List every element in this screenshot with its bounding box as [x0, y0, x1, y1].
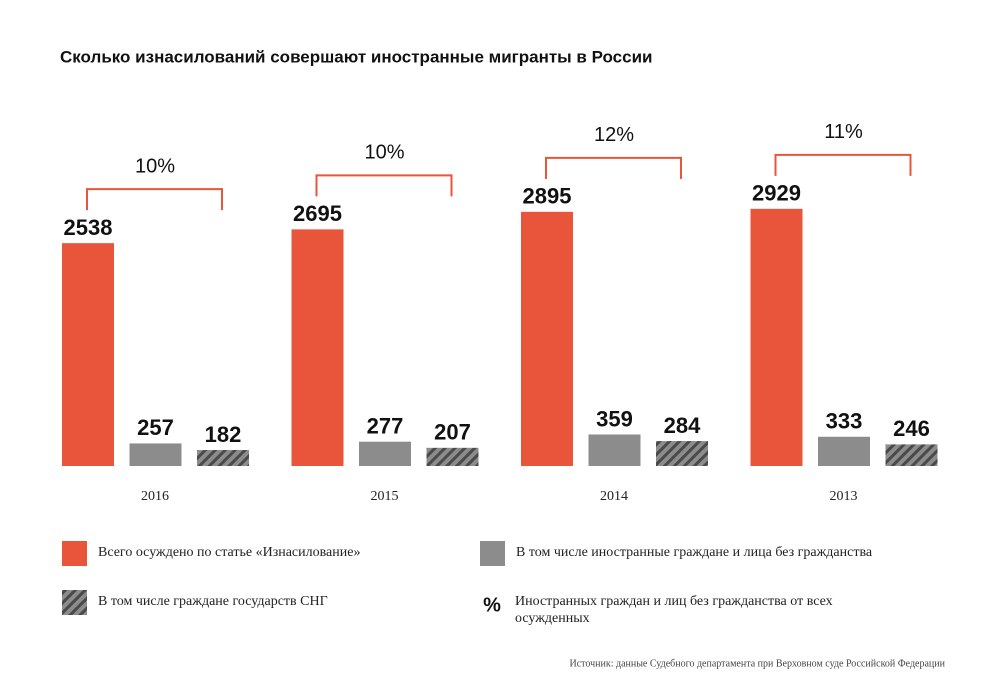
legend-swatch: [480, 541, 505, 566]
value-label: 2895: [523, 184, 572, 209]
share-label: 11%: [824, 121, 863, 143]
bar: [197, 450, 249, 466]
value-label: 2538: [64, 215, 113, 240]
source-note: Источник: данные Судебного департамента …: [569, 658, 945, 669]
x-tick-label: 2015: [371, 489, 399, 504]
legend-label: В том числе иностранные граждане и лица …: [516, 545, 873, 560]
legend-label: В том числе граждане государств СНГ: [98, 594, 328, 609]
bar: [750, 208, 803, 466]
share-bracket: [545, 156, 682, 179]
share-bracket: [774, 153, 912, 176]
bar: [359, 441, 411, 466]
bar: [818, 436, 870, 466]
bar: [521, 211, 573, 466]
value-label: 333: [826, 409, 863, 434]
bar: [885, 444, 938, 466]
legend-label: Иностранных граждан и лиц без гражданств…: [515, 594, 833, 626]
x-tick-label: 2014: [600, 489, 628, 504]
bar: [129, 443, 182, 466]
legend-swatch: [62, 541, 87, 566]
share-bracket: [315, 174, 453, 197]
share-label: 10%: [364, 142, 404, 164]
bar: [426, 447, 479, 466]
value-label: 2929: [752, 181, 801, 206]
bar: [62, 243, 114, 466]
value-label: 246: [893, 416, 930, 441]
value-label: 277: [367, 413, 404, 438]
share-label: 10%: [135, 155, 175, 177]
value-label: 257: [137, 415, 174, 440]
legend-symbol: %: [483, 594, 501, 616]
value-label: 284: [664, 413, 701, 438]
bar: [291, 229, 344, 466]
bar: [588, 434, 641, 466]
x-tick-label: 2016: [141, 489, 169, 504]
value-label: 2695: [293, 201, 342, 226]
chart-title: Сколько изнасилований совершают иностран…: [60, 47, 652, 66]
share-label: 12%: [594, 124, 634, 146]
value-label: 359: [596, 406, 633, 431]
legend-swatch: [62, 590, 87, 615]
share-bracket: [86, 188, 223, 211]
value-label: 182: [205, 422, 242, 447]
x-tick-label: 2013: [830, 489, 858, 504]
value-label: 207: [434, 420, 471, 445]
bar: [656, 441, 708, 466]
legend-label: Всего осуждено по статье «Изнасилование»: [98, 545, 361, 560]
